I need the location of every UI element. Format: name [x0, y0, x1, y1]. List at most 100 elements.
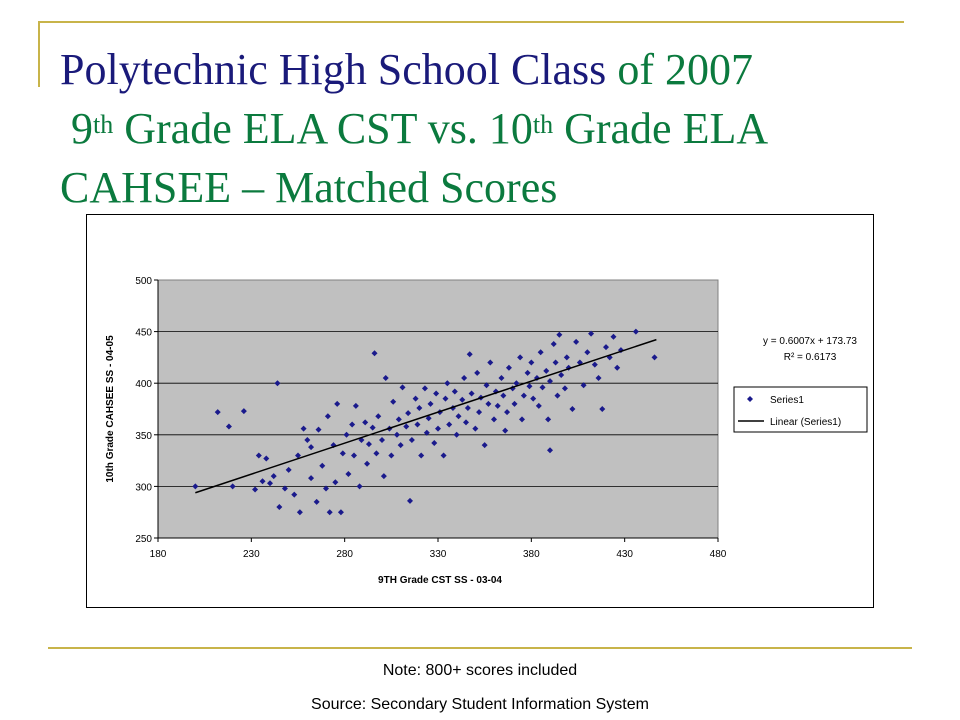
- data-point: [442, 395, 449, 402]
- data-point: [561, 385, 568, 392]
- data-point: [255, 452, 262, 459]
- legend-marker-series1: [747, 396, 753, 402]
- data-point: [393, 431, 400, 438]
- data-point: [451, 388, 458, 395]
- data-point: [352, 402, 359, 409]
- plot-layer: [157, 279, 719, 539]
- legend-box: [733, 386, 868, 433]
- data-point: [455, 413, 462, 420]
- data-point: [610, 333, 617, 340]
- data-point: [365, 441, 372, 448]
- source-text: Source: Secondary Student Information Sy…: [311, 696, 649, 713]
- title-line-2: 9th Grade ELA CST vs. 10th Grade ELA: [60, 99, 940, 158]
- data-point: [464, 404, 471, 411]
- data-point: [547, 447, 553, 454]
- data-point: [466, 351, 473, 358]
- data-point: [259, 478, 266, 485]
- data-point: [362, 419, 369, 426]
- data-point: [526, 383, 533, 390]
- x-tick-label: 330: [430, 549, 447, 560]
- data-point: [554, 392, 561, 399]
- data-point: [632, 328, 639, 335]
- data-point: [252, 486, 259, 493]
- y-tick-label: 300: [135, 482, 152, 493]
- data-point: [535, 402, 542, 409]
- data-point: [520, 392, 527, 399]
- data-point: [399, 384, 406, 391]
- left-accent-rule: [38, 21, 40, 87]
- title-grade-9: 9: [71, 104, 93, 153]
- title-school: Polytechnic High School Class: [60, 45, 618, 94]
- data-point: [304, 436, 311, 443]
- data-point: [332, 479, 339, 486]
- data-point: [446, 421, 453, 428]
- data-point: [558, 371, 565, 378]
- title-sup-th-2: th: [532, 110, 554, 139]
- data-point: [431, 440, 438, 447]
- data-point: [651, 354, 658, 361]
- data-point: [530, 395, 537, 402]
- data-point: [511, 400, 518, 407]
- data-point: [229, 483, 236, 490]
- y-tick-label: 500: [135, 276, 152, 287]
- data-point: [319, 462, 326, 469]
- plot-area: [157, 279, 719, 539]
- data-point: [412, 395, 419, 402]
- data-point: [270, 473, 277, 480]
- data-point: [487, 359, 494, 366]
- x-tick-label: 380: [523, 549, 540, 560]
- data-point: [569, 406, 576, 412]
- data-point: [364, 460, 371, 467]
- data-point: [524, 369, 531, 376]
- data-point: [580, 382, 587, 389]
- data-point: [326, 509, 333, 516]
- data-point: [414, 421, 421, 428]
- data-point: [308, 475, 315, 482]
- data-point: [463, 419, 469, 426]
- data-point: [491, 416, 497, 423]
- data-point: [474, 369, 481, 376]
- data-point: [334, 400, 341, 407]
- data-point: [461, 375, 468, 382]
- data-point: [339, 450, 346, 457]
- data-point: [485, 400, 492, 407]
- slide-title: Polytechnic High School Class of 2007 9t…: [60, 40, 940, 217]
- data-point: [476, 409, 483, 416]
- data-point: [453, 431, 460, 438]
- r-squared: R² = 0.6173: [784, 352, 837, 363]
- data-point: [537, 349, 544, 356]
- data-point: [427, 400, 434, 407]
- data-point: [345, 471, 352, 478]
- data-point: [337, 509, 344, 516]
- data-point: [519, 416, 525, 423]
- data-point: [382, 375, 389, 382]
- data-point: [459, 396, 466, 403]
- data-point: [591, 361, 598, 368]
- data-point: [435, 425, 441, 432]
- data-point: [528, 359, 535, 366]
- x-tick-label: 230: [243, 549, 260, 560]
- data-point: [614, 364, 621, 371]
- data-point: [214, 409, 221, 416]
- data-point: [373, 450, 380, 457]
- data-point: [263, 455, 270, 462]
- data-point: [285, 466, 292, 473]
- data-point: [603, 344, 609, 351]
- data-point: [494, 402, 501, 409]
- data-point: [371, 350, 378, 357]
- data-point: [351, 452, 357, 459]
- y-tick-label: 350: [135, 431, 152, 442]
- data-point: [556, 331, 563, 338]
- data-point: [433, 390, 440, 397]
- data-point: [281, 485, 288, 492]
- data-point: [369, 424, 376, 431]
- data-point: [504, 409, 511, 416]
- y-tick-label: 250: [135, 534, 152, 545]
- data-point: [481, 442, 488, 449]
- data-point: [468, 390, 475, 397]
- axis-layer: 250 300 350 400 450 500 180 230 280 330 380 430 480 9…: [105, 276, 727, 586]
- data-point: [323, 485, 329, 492]
- data-point: [313, 498, 320, 505]
- x-tick-label: 280: [336, 549, 353, 560]
